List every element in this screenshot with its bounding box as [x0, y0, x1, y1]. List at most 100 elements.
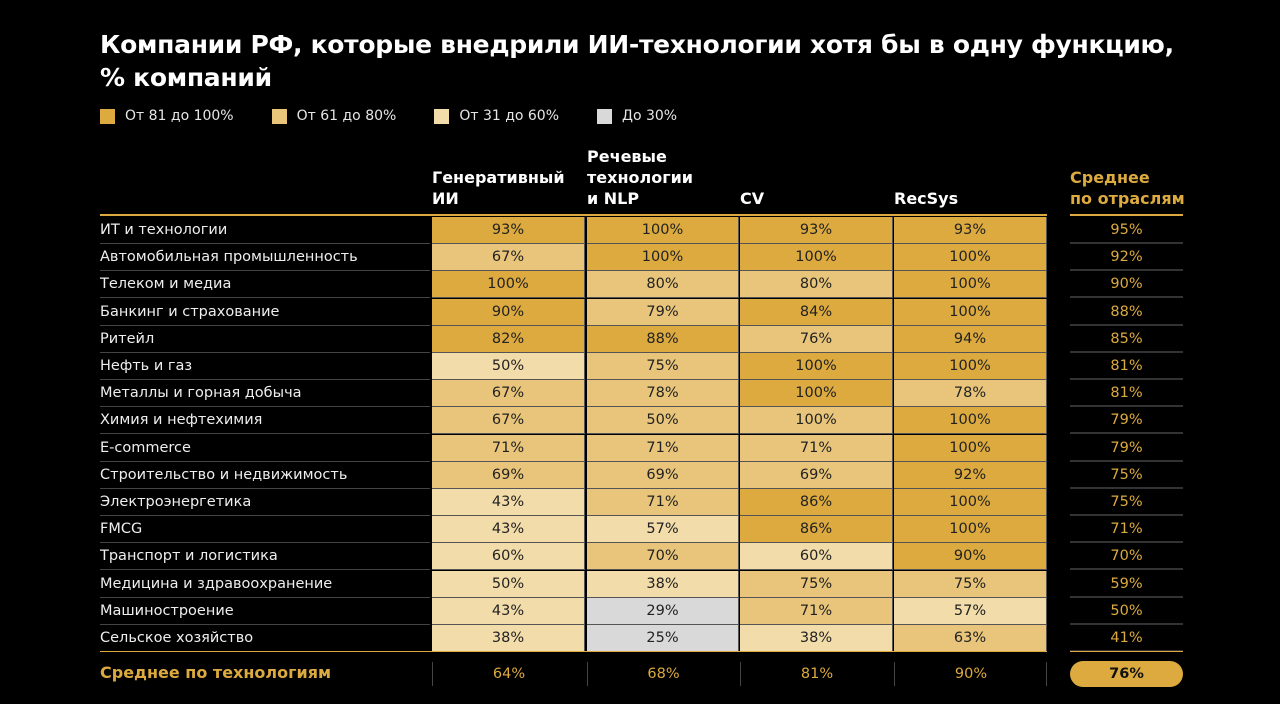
table-cell: 57% — [587, 516, 739, 544]
table-cell: 100% — [894, 434, 1047, 462]
row-average: 92% — [1070, 244, 1183, 272]
column-header-line: CV — [740, 189, 765, 208]
table-cell: 80% — [587, 271, 739, 299]
table-cell: 50% — [587, 407, 739, 435]
table-row: E-commerce 71% 71% 71% 100% 79% — [100, 434, 1183, 462]
column-header: Генеративный ИИ — [432, 167, 565, 209]
table-cell: 86% — [740, 516, 893, 544]
table-cell: 71% — [587, 489, 739, 516]
avg-header-divider — [1070, 214, 1183, 216]
table-row: Телеком и медиа 100% 80% 80% 100% 90% — [100, 271, 1183, 299]
legend-item: От 31 до 60% — [434, 108, 559, 124]
row-average: 81% — [1070, 353, 1183, 380]
table-cell: 75% — [587, 353, 739, 380]
table-cell: 71% — [740, 597, 893, 625]
legend-item: До 30% — [597, 108, 677, 124]
avg-column-header: Среднее по отраслям — [1070, 167, 1185, 209]
table-cell: 50% — [432, 353, 585, 380]
footer-value: 81% — [740, 662, 893, 686]
row-label: ИТ и технологии — [100, 217, 430, 244]
column-header: RecSys — [894, 188, 958, 209]
table-cell: 80% — [740, 271, 893, 299]
table-cell: 29% — [587, 597, 739, 625]
row-average: 90% — [1070, 271, 1183, 299]
row-label: E-commerce — [100, 435, 430, 462]
table-cell: 38% — [587, 570, 739, 598]
table-cell: 100% — [740, 353, 893, 380]
table-cell: 100% — [894, 516, 1047, 544]
row-average: 75% — [1070, 489, 1183, 516]
table-cell: 84% — [740, 298, 893, 326]
footer-value: 90% — [894, 662, 1047, 686]
table-cell: 100% — [894, 353, 1047, 380]
row-label: Металлы и горная добыча — [100, 380, 430, 408]
overall-average-badge: 76% — [1070, 661, 1183, 687]
table-cell: 75% — [894, 570, 1047, 598]
row-average: 59% — [1070, 571, 1183, 598]
table-cell: 69% — [432, 461, 585, 489]
column-header-line: Генеративный — [432, 168, 565, 187]
row-label: Медицина и здравоохранение — [100, 571, 430, 598]
avg-header-line: по отраслям — [1070, 189, 1185, 208]
legend-swatch — [100, 108, 115, 124]
row-average: 88% — [1070, 299, 1183, 326]
table-cell: 90% — [894, 543, 1047, 571]
table-cell: 90% — [432, 298, 585, 326]
row-label: Электроэнергетика — [100, 489, 430, 516]
legend-swatch — [271, 108, 287, 124]
table-cell: 25% — [587, 625, 739, 652]
table-cell: 92% — [894, 461, 1047, 489]
table-row: Электроэнергетика 43% 71% 86% 100% 75% — [100, 489, 1183, 516]
table-row: Нефть и газ 50% 75% 100% 100% 81% — [100, 353, 1183, 380]
legend-item: От 61 до 80% — [271, 108, 396, 124]
table-cell: 100% — [894, 244, 1047, 272]
table-row: ИТ и технологии 93% 100% 93% 93% 95% — [100, 217, 1183, 244]
avg-header-line: Среднее — [1070, 168, 1150, 187]
table-cell: 100% — [740, 407, 893, 435]
row-label: FMCG — [100, 516, 430, 544]
table-cell: 60% — [432, 543, 585, 571]
table-cell: 67% — [432, 380, 585, 408]
table-cell: 93% — [894, 217, 1047, 244]
chart-title: Компании РФ, которые внедрили ИИ-техноло… — [100, 28, 1200, 94]
row-label: Банкинг и страхование — [100, 299, 430, 326]
table-cell: 75% — [740, 570, 893, 598]
footer-value: 68% — [587, 662, 739, 686]
row-average: 85% — [1070, 326, 1183, 353]
table-cell: 88% — [587, 325, 739, 353]
row-label: Автомобильная промышленность — [100, 244, 430, 272]
table-cell: 100% — [740, 380, 893, 408]
row-average: 71% — [1070, 516, 1183, 544]
legend-label: От 81 до 100% — [125, 108, 234, 124]
table-cell: 67% — [432, 244, 585, 272]
footer-divider-end — [1046, 662, 1047, 686]
table-cell: 93% — [740, 217, 893, 244]
table-cell: 50% — [432, 570, 585, 598]
table-cell: 100% — [894, 407, 1047, 435]
table-cell: 86% — [740, 489, 893, 516]
column-header: Речевые технологии и NLP — [587, 146, 693, 209]
table-cell: 71% — [587, 434, 739, 462]
table-cell: 70% — [587, 543, 739, 571]
table-cell: 100% — [587, 217, 739, 244]
footer-value: 64% — [432, 662, 585, 686]
table-cell: 63% — [894, 625, 1047, 652]
row-average: 95% — [1070, 217, 1183, 244]
column-header-line: Речевые — [587, 147, 667, 166]
table-cell: 100% — [432, 271, 585, 299]
row-label: Строительство и недвижимость — [100, 462, 430, 489]
legend-item: От 81 до 100% — [100, 108, 234, 124]
title-line-2: % компаний — [100, 63, 272, 92]
row-average: 79% — [1070, 407, 1183, 435]
legend-swatch — [434, 108, 450, 124]
table-cell: 100% — [894, 489, 1047, 516]
table-cell: 43% — [432, 489, 585, 516]
table-cell: 100% — [587, 244, 739, 272]
legend: От 81 до 100% От 61 до 80% От 31 до 60% До … — [100, 108, 715, 124]
table-cell: 94% — [894, 325, 1047, 353]
title-line-1: Компании РФ, которые внедрили ИИ-техноло… — [100, 30, 1174, 59]
row-label: Сельское хозяйство — [100, 625, 430, 652]
table-cell: 78% — [587, 380, 739, 408]
table-cell: 43% — [432, 597, 585, 625]
row-label: Транспорт и логистика — [100, 543, 430, 571]
